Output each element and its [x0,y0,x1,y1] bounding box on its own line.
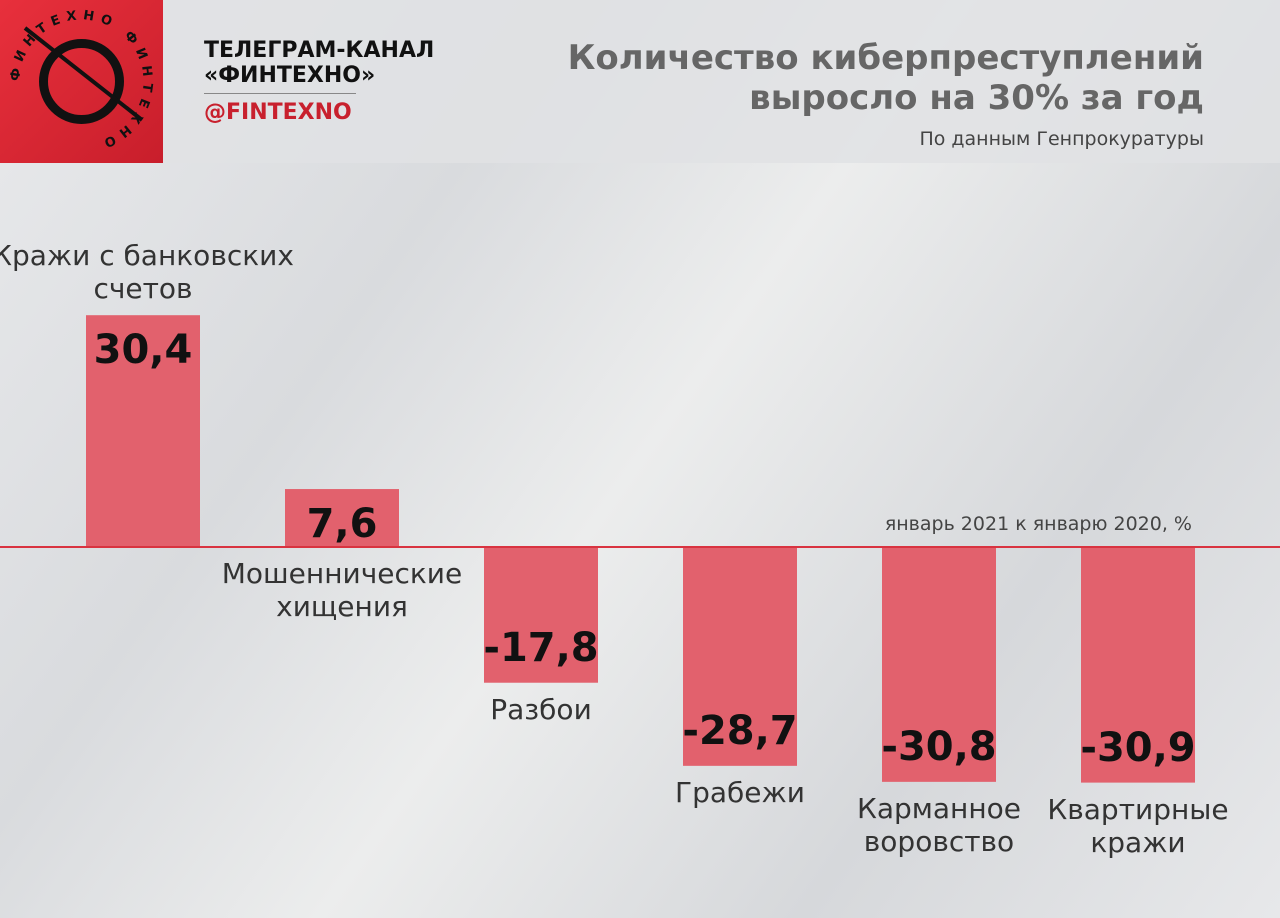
logo-circle [39,39,124,124]
header-band [0,0,1280,163]
chart-subtitle: По данным Генпрокуратуры [919,128,1204,150]
category-label: Кражи с банковских счетов [0,239,294,306]
logo: ФИНТЕХНО ФИНТЕХНО [0,0,163,163]
bar [86,315,200,547]
category-label: Разбои [490,692,592,726]
channel-handle: @FINTEXNO [204,100,352,125]
value-label: -17,8 [483,624,599,671]
channel-name: ТЕЛЕГРАМ-КАНАЛ «ФИНТЕХНО» [204,38,435,88]
value-label: -28,7 [682,707,798,754]
category-label: Мошеннические хищения [221,557,463,623]
chart-title: Количество киберпреступлений выросло на … [567,38,1204,118]
divider [204,93,356,94]
category-label: Грабежи [675,775,805,809]
annotation: январь 2021 к январю 2020, % [884,513,1192,535]
bar [683,547,797,766]
bar [285,489,399,547]
category-label: Квартирные кражи [1047,792,1229,859]
bar [1081,547,1195,783]
value-label: 7,6 [306,501,378,548]
bar [484,547,598,683]
value-label: -30,9 [1080,724,1196,771]
bar [882,547,996,782]
value-label: -30,8 [881,723,997,770]
logo-art: ФИНТЕХНО ФИНТЕХНО [8,8,149,152]
category-label: Карманное воровство [856,791,1022,858]
value-label: 30,4 [93,327,193,374]
logo-slash [23,26,144,122]
